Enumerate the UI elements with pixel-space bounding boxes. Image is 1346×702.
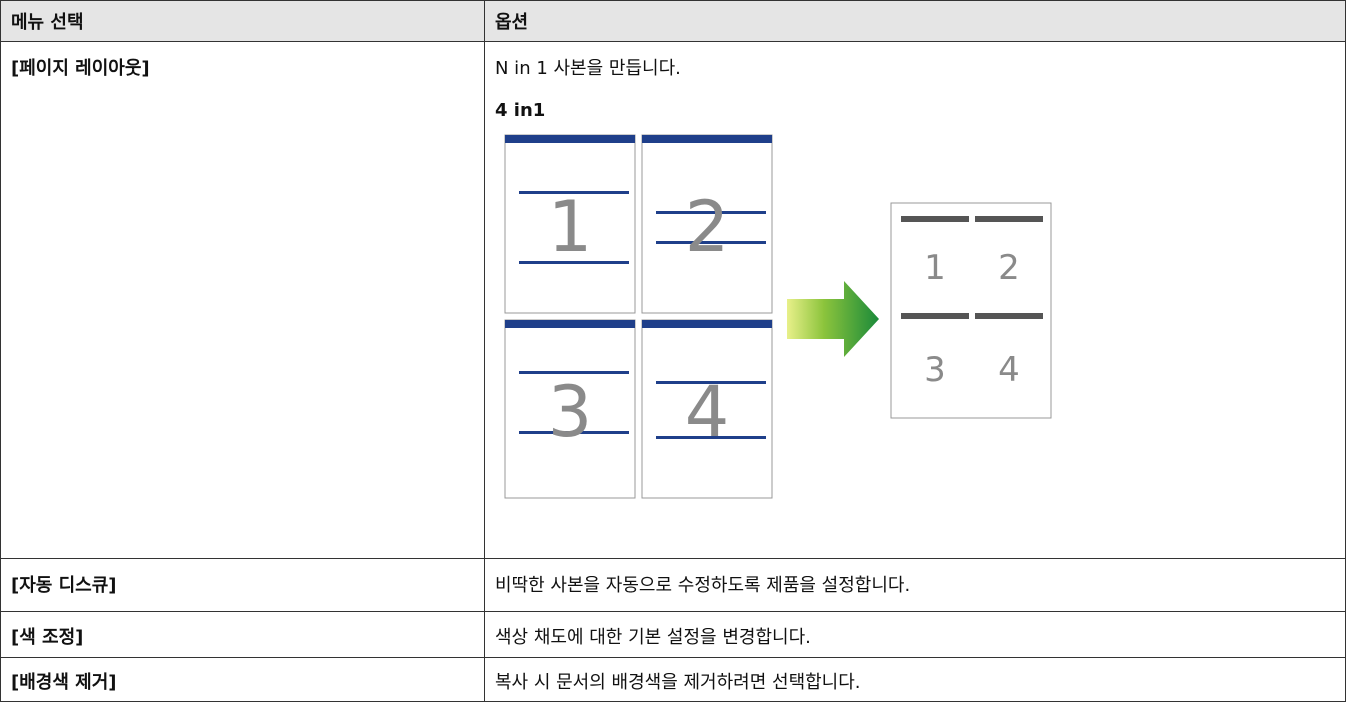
row: [자동 디스큐] 비딱한 사본을 자동으로 수정하도록 제품을 설정합니다. xyxy=(0,558,1346,612)
menu-cell: [색 조정] xyxy=(0,611,485,658)
page-number: 4 xyxy=(998,350,1020,390)
option-cell: 색상 채도에 대한 기본 설정을 변경합니다. xyxy=(484,611,1346,658)
header-cell: 옵션 xyxy=(484,0,1346,42)
page-number: 3 xyxy=(924,350,946,390)
page-number: 1 xyxy=(548,186,593,268)
result-page: 1 2 3 4 xyxy=(890,202,1052,419)
menu-cell: [페이지 레이아웃] xyxy=(0,41,485,559)
source-pages xyxy=(504,134,773,499)
page-number: 4 xyxy=(685,371,730,453)
row: [페이지 레이아웃] N in 1 사본을 만듭니다. 4 in1 xyxy=(0,41,1346,559)
menu-cell: [배경색 제거] xyxy=(0,657,485,702)
option-cell: 비딱한 사본을 자동으로 수정하도록 제품을 설정합니다. xyxy=(484,558,1346,612)
page-number: 2 xyxy=(685,186,730,268)
page-number: 2 xyxy=(998,248,1020,288)
description: N in 1 사본을 만듭니다. xyxy=(495,58,681,79)
figure-caption: 4 in1 xyxy=(495,100,546,121)
header-row: 메뉴 선택 옵션 xyxy=(0,0,1346,42)
page-number: 1 xyxy=(924,248,946,288)
menu-cell: [자동 디스큐] xyxy=(0,558,485,612)
header-cell: 메뉴 선택 xyxy=(0,0,485,42)
option-cell: N in 1 사본을 만듭니다. 4 in1 xyxy=(484,41,1346,559)
option-cell: 복사 시 문서의 배경색을 제거하려면 선택합니다. xyxy=(484,657,1346,702)
arrow xyxy=(787,281,879,357)
illustration: 1 2 3 4 1 2 3 4 xyxy=(504,134,1052,499)
page-number: 3 xyxy=(548,371,593,453)
row: [배경색 제거] 복사 시 문서의 배경색을 제거하려면 선택합니다. xyxy=(0,657,1346,702)
row: [색 조정] 색상 채도에 대한 기본 설정을 변경합니다. xyxy=(0,611,1346,658)
